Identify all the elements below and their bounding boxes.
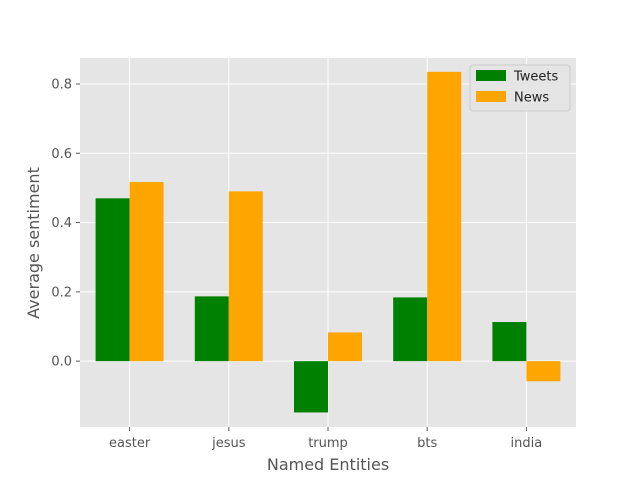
y-tick-label: 0.4 (51, 216, 72, 231)
bar-tweets-trump (294, 361, 328, 413)
bar-tweets-easter (95, 198, 130, 362)
x-axis-label: Named Entities (267, 455, 389, 474)
y-axis-label: Average sentiment (24, 167, 43, 319)
y-tick-label: 0.8 (51, 77, 72, 92)
legend-swatch-news (476, 91, 506, 102)
bar-news-easter (129, 182, 164, 362)
y-tick-label: 0.6 (51, 147, 72, 162)
legend: Tweets News (469, 64, 571, 112)
y-axis-ticks: 0.0 0.2 0.4 0.6 0.8 (51, 77, 80, 370)
x-tick-label: easter (109, 436, 151, 451)
bar-tweets-jesus (194, 296, 229, 362)
bar-news-jesus (228, 191, 263, 362)
legend-label-news: News (514, 91, 549, 106)
x-tick-label: trump (308, 436, 348, 451)
bar-tweets-india (492, 322, 527, 362)
bar-news-trump (328, 332, 362, 362)
x-tick-label: jesus (211, 436, 246, 451)
bar-news-india (526, 361, 561, 382)
x-tick-label: india (511, 436, 543, 451)
bars (95, 71, 561, 413)
y-tick-label: 0.0 (51, 355, 72, 370)
legend-label-tweets: Tweets (513, 70, 559, 85)
y-tick-label: 0.2 (51, 285, 72, 300)
bar-tweets-bts (393, 297, 428, 362)
bar-news-bts (427, 71, 462, 362)
legend-swatch-tweets (476, 70, 506, 81)
x-tick-label: bts (417, 436, 437, 451)
x-axis-ticks: easter jesus trump bts india (109, 427, 542, 451)
